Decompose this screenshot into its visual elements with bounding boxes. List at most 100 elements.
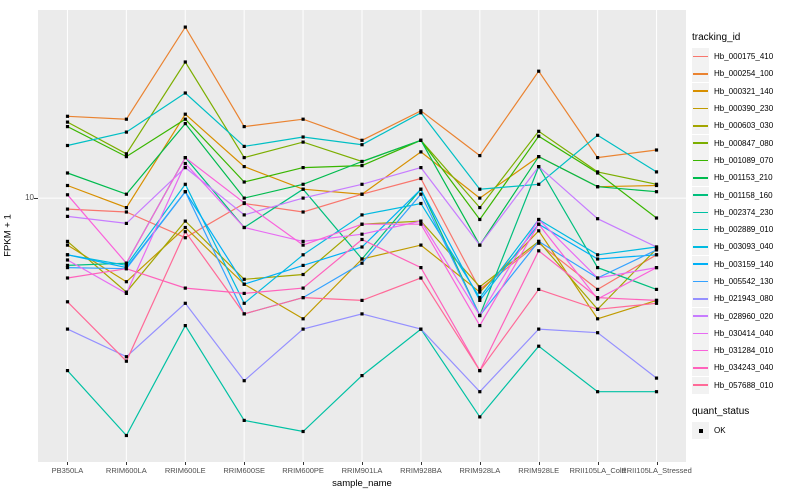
data-point	[537, 241, 541, 245]
data-point	[242, 301, 246, 305]
legend-item: Hb_003093_040	[692, 238, 798, 256]
data-point	[478, 154, 482, 158]
y-axis-tick-label: 10	[25, 193, 34, 203]
x-axis-tick-label: RRII105LA_Stressed	[621, 466, 692, 475]
legend-item-label: Hb_001089_070	[714, 155, 774, 165]
data-point	[65, 120, 70, 124]
data-point	[596, 266, 600, 270]
data-point	[537, 134, 541, 138]
data-point	[301, 117, 305, 121]
data-point	[65, 171, 70, 175]
legend-key	[692, 238, 709, 256]
data-point	[478, 217, 482, 222]
data-point	[419, 109, 423, 113]
legend-item: Hb_000175_410	[692, 48, 798, 66]
legend-item-label: Hb_000321_140	[714, 86, 774, 96]
data-point	[478, 285, 482, 289]
data-point	[65, 369, 70, 373]
legend-item: Hb_000847_080	[692, 134, 798, 152]
legend-key	[692, 169, 709, 187]
legend-color-line	[693, 332, 708, 335]
legend-item: Hb_002889_010	[692, 221, 798, 239]
data-point	[183, 161, 187, 166]
data-point	[65, 276, 70, 280]
data-point	[301, 429, 305, 434]
data-point	[242, 418, 246, 422]
data-point	[478, 243, 482, 247]
square-point-icon	[698, 428, 703, 433]
data-point	[654, 245, 659, 249]
data-point	[65, 243, 70, 247]
data-point	[183, 182, 187, 186]
data-point	[654, 182, 659, 186]
data-point	[124, 192, 128, 196]
data-point	[242, 282, 246, 286]
data-point	[65, 253, 70, 257]
data-point	[301, 253, 305, 257]
data-point	[537, 327, 541, 331]
legend-item-label: Hb_057688_010	[714, 380, 774, 390]
legend-item-label: Hb_000603_030	[714, 121, 774, 131]
legend-item: Hb_001089_070	[692, 151, 798, 169]
data-point	[124, 280, 128, 284]
data-point	[65, 327, 70, 331]
legend-key	[692, 203, 709, 221]
legend-key	[692, 221, 709, 239]
data-point	[242, 379, 246, 383]
data-point	[596, 253, 600, 257]
data-point	[301, 135, 305, 139]
x-axis-title: sample_name	[332, 478, 392, 489]
data-point	[360, 237, 364, 242]
legend-item: Hb_003159_140	[692, 255, 798, 273]
legend-color-line	[693, 367, 708, 369]
data-point	[654, 216, 659, 220]
data-point	[596, 276, 600, 280]
data-point	[360, 182, 364, 186]
y-axis-title: FPKM + 1	[2, 214, 14, 257]
legend-item: Hb_034243_040	[692, 359, 798, 377]
x-axis-tick-label: RRIM600LE	[164, 466, 206, 475]
data-point	[242, 196, 246, 200]
legend-item-label: Hb_000847_080	[714, 138, 774, 148]
data-point	[360, 222, 364, 226]
legend-key	[692, 422, 709, 440]
data-point	[654, 148, 659, 152]
legend-item-label: Hb_001158_160	[714, 190, 773, 200]
data-point	[183, 219, 187, 223]
data-point	[301, 243, 305, 247]
data-point	[654, 301, 659, 305]
legend-item: Hb_030414_040	[692, 324, 798, 342]
data-point	[419, 201, 423, 206]
data-point	[183, 91, 187, 95]
x-axis-tick-mark	[538, 462, 540, 465]
chart-canvas	[38, 10, 686, 462]
data-point	[537, 129, 541, 133]
legend-color-line	[693, 298, 708, 300]
data-point	[360, 232, 364, 236]
legend-item-label: Hb_000175_410	[714, 52, 774, 62]
legend-quant-status: quant_status OK	[692, 406, 798, 440]
data-point	[360, 245, 364, 249]
data-point	[242, 277, 246, 281]
data-point	[65, 214, 70, 218]
legend-panel: tracking_id Hb_000175_410 Hb_000254_100 Hb…	[692, 32, 798, 440]
data-point	[537, 239, 541, 243]
data-point	[183, 225, 187, 230]
data-point	[537, 287, 541, 291]
x-axis-tick-label: RRIM928LE	[518, 466, 560, 475]
legend-item-label: Hb_031284_010	[714, 346, 774, 356]
data-point	[65, 239, 70, 243]
legend-color-line	[693, 125, 708, 127]
legend-item-label: Hb_028960_020	[714, 311, 774, 321]
legend-key	[692, 307, 709, 325]
legend-key	[692, 48, 709, 66]
data-point	[242, 213, 246, 217]
data-point	[596, 307, 600, 311]
data-point	[419, 243, 423, 247]
data-point	[124, 152, 128, 156]
legend-item-label: Hb_005542_130	[714, 277, 774, 286]
legend-key	[692, 290, 709, 308]
x-axis-tick-mark	[479, 462, 481, 465]
data-point	[183, 324, 187, 328]
